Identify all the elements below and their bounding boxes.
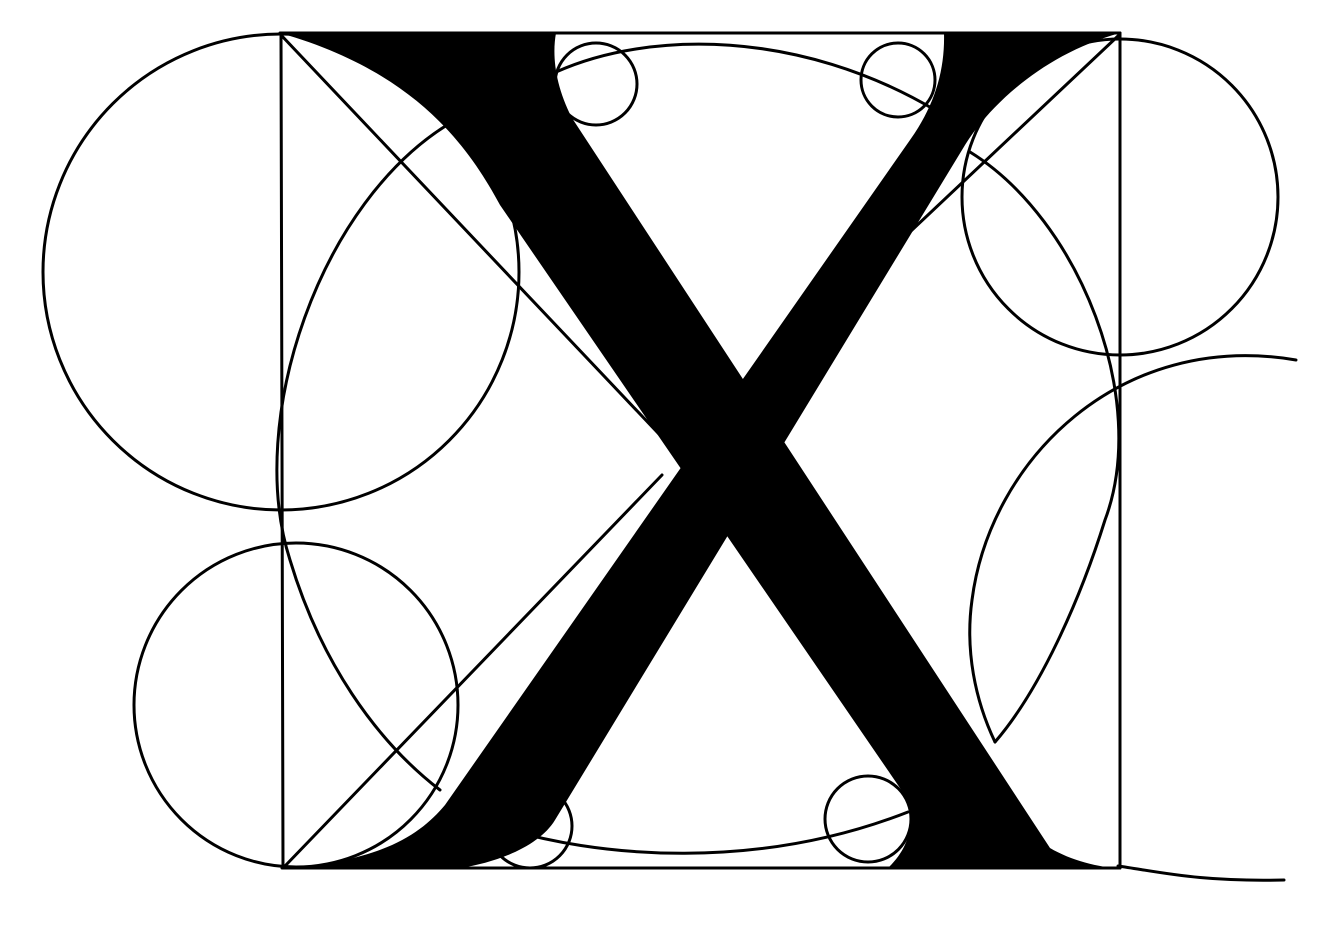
thin-diagonal-stroke bbox=[282, 33, 1120, 868]
bottom-connecting-arc bbox=[488, 810, 910, 855]
right-large-arc bbox=[968, 354, 1298, 744]
bottom-left-small-circle bbox=[486, 782, 574, 870]
left-lens-arc bbox=[275, 120, 454, 792]
top-left-small-circle bbox=[553, 41, 639, 127]
right-lens-arc bbox=[968, 150, 1121, 744]
right-diagonal-guide bbox=[876, 34, 1120, 264]
top-right-circle bbox=[960, 37, 1280, 357]
left-vertical-line bbox=[279, 31, 285, 870]
bottom-right-tail-curve bbox=[1116, 864, 1286, 882]
bottom-left-circle bbox=[132, 541, 460, 869]
bottom-left-diagonal-guide bbox=[283, 473, 664, 868]
letter-x-glyph bbox=[280, 33, 1120, 868]
bottom-right-small-circle bbox=[823, 774, 913, 864]
top-left-large-circle bbox=[41, 32, 521, 512]
top-right-small-circle bbox=[859, 41, 937, 119]
left-diagonal-guide bbox=[279, 33, 678, 454]
top-connecting-arc bbox=[554, 42, 937, 112]
